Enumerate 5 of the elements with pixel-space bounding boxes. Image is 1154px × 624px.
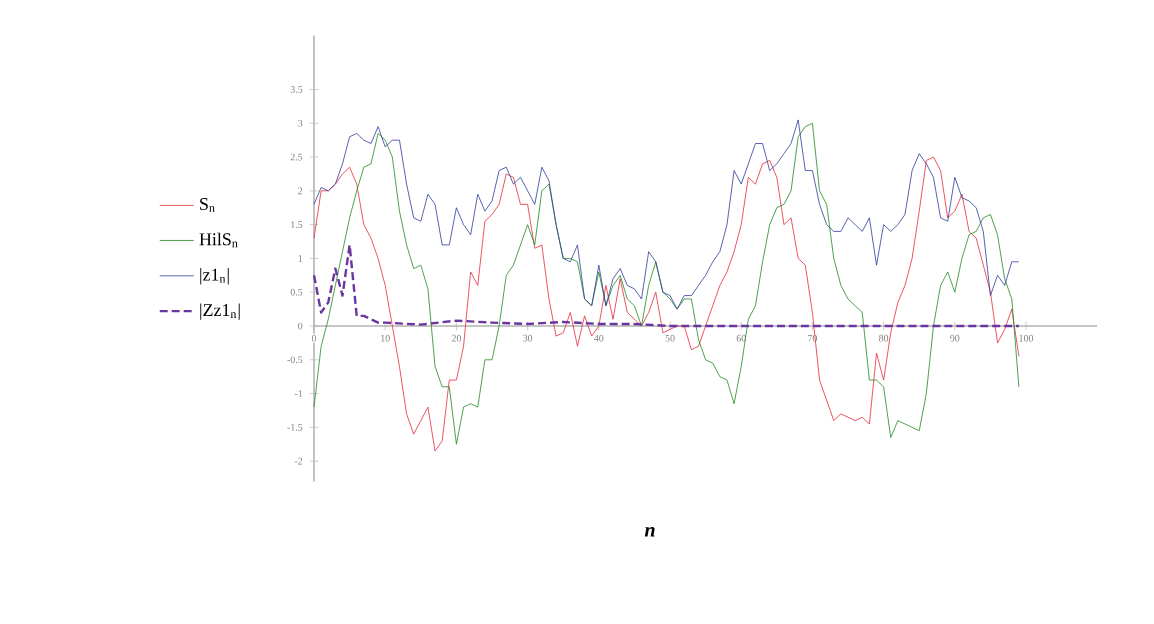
legend-label: |z1$_{n}$| [200,268,229,285]
legend-label: |Zz1$_{n}$| [200,303,240,320]
legend-label: S$_{n}$ [200,197,215,212]
text: n [644,527,655,537]
legend-label: HilS$_{n}$ [199,232,238,248]
